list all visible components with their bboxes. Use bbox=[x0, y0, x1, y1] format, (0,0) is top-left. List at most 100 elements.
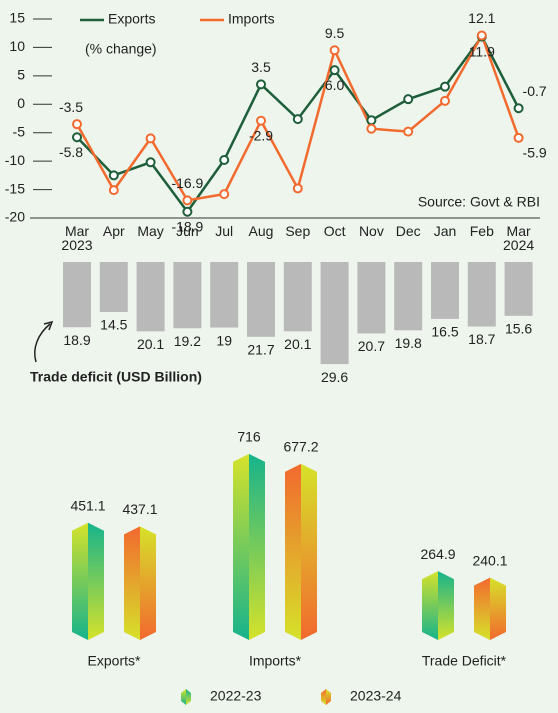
data-label: 677.2 bbox=[283, 439, 318, 455]
data-label: 11.9 bbox=[469, 43, 495, 59]
bar-face bbox=[422, 571, 438, 640]
data-label: 3.5 bbox=[251, 59, 271, 75]
point bbox=[403, 126, 414, 137]
x-tick-label: Jun bbox=[176, 223, 199, 239]
data-label: 18.7 bbox=[468, 331, 495, 347]
data-label: 14.5 bbox=[100, 317, 127, 333]
data-label: 20.1 bbox=[137, 336, 164, 352]
x-tick-label: Oct bbox=[323, 223, 346, 239]
data-label: 264.9 bbox=[420, 546, 455, 562]
y-tick-label: -10 bbox=[5, 152, 25, 168]
point bbox=[256, 115, 266, 126]
bar bbox=[63, 262, 91, 328]
data-label: -3.5 bbox=[59, 99, 83, 115]
y-tick-label: -5 bbox=[13, 123, 26, 139]
point bbox=[256, 79, 266, 90]
point bbox=[329, 45, 340, 56]
data-label: 19.8 bbox=[395, 335, 422, 351]
data-label: 12.1 bbox=[468, 10, 495, 26]
y-tick-label: 0 bbox=[17, 95, 25, 111]
point bbox=[476, 30, 487, 41]
deficit-title: Trade deficit (USD Billion) bbox=[30, 369, 202, 385]
data-label: 20.1 bbox=[284, 336, 311, 352]
bar bbox=[247, 262, 275, 337]
bar-face bbox=[124, 526, 140, 640]
legend-label: 2022-23 bbox=[210, 688, 262, 704]
x-tick-label: Sep bbox=[285, 223, 311, 239]
legend-swatch bbox=[181, 689, 186, 705]
x-tick-label: Aug bbox=[248, 223, 274, 239]
bar bbox=[99, 262, 128, 313]
legend-swatch bbox=[321, 689, 326, 705]
x-tick-label: Apr bbox=[102, 223, 125, 239]
data-label: -5.9 bbox=[523, 145, 547, 161]
point bbox=[219, 189, 230, 200]
bar bbox=[467, 262, 496, 327]
y-tick-label: -20 bbox=[5, 209, 25, 225]
y-tick-label: 5 bbox=[17, 67, 25, 83]
data-label: 19 bbox=[216, 332, 232, 348]
data-label: 437.1 bbox=[122, 501, 157, 517]
point bbox=[145, 133, 156, 144]
data-label: 21.7 bbox=[247, 342, 274, 358]
bar bbox=[394, 262, 423, 331]
point bbox=[366, 123, 377, 134]
x-tick-label: Jul bbox=[215, 223, 234, 239]
data-label: 6.0 bbox=[325, 77, 345, 93]
point bbox=[72, 119, 82, 130]
point bbox=[366, 115, 377, 126]
arrow bbox=[34, 323, 51, 363]
data-label: 29.6 bbox=[321, 369, 348, 385]
data-label: 18.9 bbox=[63, 332, 90, 348]
point bbox=[329, 65, 340, 76]
data-label: 451.1 bbox=[70, 497, 105, 513]
point bbox=[145, 157, 156, 168]
data-label: 9.5 bbox=[325, 25, 345, 41]
bar bbox=[173, 262, 202, 329]
point bbox=[403, 94, 414, 105]
data-label: -0.7 bbox=[523, 83, 547, 99]
bar-side bbox=[490, 577, 506, 640]
bar bbox=[431, 262, 459, 319]
x-tick-label: Imports* bbox=[249, 653, 302, 669]
x-tick-label: May bbox=[137, 223, 164, 239]
bar-face bbox=[72, 522, 88, 640]
source: Source: Govt & RBI bbox=[418, 194, 540, 210]
bar bbox=[136, 262, 165, 332]
point bbox=[182, 195, 193, 206]
data-label: 240.1 bbox=[472, 552, 507, 568]
x-tick-label: Exports* bbox=[88, 653, 141, 669]
x-tick-label: Nov bbox=[358, 223, 384, 239]
bar-face bbox=[233, 453, 249, 640]
data-label: -16.9 bbox=[171, 175, 203, 191]
x-tick-label: Mar 2023 bbox=[61, 223, 93, 253]
bar-face bbox=[285, 463, 301, 640]
data-label: -5.8 bbox=[59, 144, 83, 160]
point bbox=[513, 132, 524, 143]
x-tick-label: Jan bbox=[433, 223, 457, 239]
bar-side bbox=[249, 453, 265, 640]
subtitle: (% change) bbox=[85, 41, 157, 57]
x-tick-label: Mar 2024 bbox=[503, 223, 535, 253]
bar-face bbox=[474, 577, 490, 640]
bar-side bbox=[301, 463, 317, 640]
bar-side bbox=[438, 571, 454, 640]
point bbox=[292, 114, 303, 125]
data-label: -2.9 bbox=[249, 127, 273, 143]
point bbox=[440, 81, 450, 92]
y-tick-label: 10 bbox=[9, 38, 25, 54]
y-tick-label: -15 bbox=[5, 180, 25, 196]
point bbox=[219, 155, 230, 166]
legend-label: Imports bbox=[228, 11, 275, 27]
point bbox=[440, 95, 450, 106]
bar bbox=[357, 262, 386, 334]
point bbox=[182, 206, 193, 217]
data-label: 15.6 bbox=[505, 321, 532, 337]
x-tick-label: Feb bbox=[469, 223, 494, 239]
legend-label: 2023-24 bbox=[350, 688, 402, 704]
point bbox=[72, 132, 82, 143]
point bbox=[108, 170, 119, 181]
data-label: 19.2 bbox=[174, 333, 201, 349]
